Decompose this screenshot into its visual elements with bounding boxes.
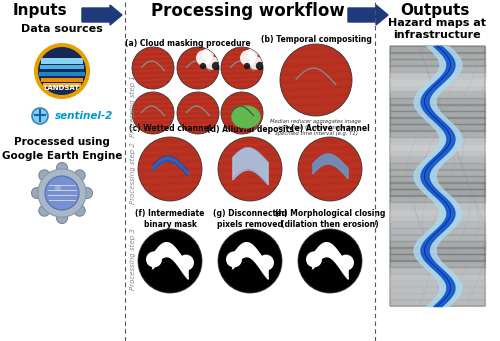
Circle shape — [177, 47, 219, 89]
Circle shape — [39, 170, 50, 181]
Circle shape — [221, 92, 263, 134]
Circle shape — [132, 47, 174, 89]
Text: Processing step 1: Processing step 1 — [130, 75, 136, 137]
Text: Processed using
Google Earth Engine: Processed using Google Earth Engine — [2, 137, 122, 161]
Circle shape — [32, 108, 48, 124]
Bar — [41, 78, 83, 82]
FancyArrow shape — [82, 5, 122, 25]
Circle shape — [200, 63, 206, 69]
Bar — [44, 83, 80, 87]
Circle shape — [250, 56, 262, 70]
Text: (b) Temporal compositing: (b) Temporal compositing — [260, 35, 372, 44]
Text: (c) Wetted channel: (c) Wetted channel — [129, 124, 211, 133]
Text: (a) Cloud masking procedure: (a) Cloud masking procedure — [125, 39, 251, 47]
Circle shape — [338, 255, 354, 271]
FancyBboxPatch shape — [390, 46, 485, 306]
Circle shape — [32, 188, 42, 198]
Bar — [40, 65, 84, 69]
Circle shape — [74, 170, 85, 181]
Circle shape — [138, 229, 202, 293]
Text: Inputs: Inputs — [12, 3, 68, 18]
Circle shape — [34, 43, 90, 99]
Text: Hazard maps at
infrastructure: Hazard maps at infrastructure — [388, 18, 486, 40]
Circle shape — [82, 188, 92, 198]
Text: (e) Active channel: (e) Active channel — [290, 124, 370, 133]
Text: Median reducer aggregates image
collection to single image for
specified time in: Median reducer aggregates image collecti… — [270, 119, 362, 136]
Circle shape — [132, 92, 174, 134]
Text: Processing step 2: Processing step 2 — [130, 142, 136, 204]
Text: Processing workflow: Processing workflow — [151, 2, 345, 20]
Circle shape — [56, 212, 68, 223]
Circle shape — [39, 205, 50, 216]
Text: (g) Disconnected
pixels removed: (g) Disconnected pixels removed — [213, 209, 287, 229]
Circle shape — [212, 62, 220, 70]
Circle shape — [196, 50, 212, 66]
Text: (d) Alluvial deposits: (d) Alluvial deposits — [206, 124, 294, 133]
Circle shape — [226, 251, 242, 267]
Circle shape — [280, 44, 352, 116]
Bar — [42, 58, 82, 64]
Circle shape — [178, 255, 194, 271]
Text: Outputs: Outputs — [400, 3, 469, 18]
Circle shape — [38, 47, 86, 95]
FancyArrow shape — [348, 5, 388, 25]
Text: sentinel-2: sentinel-2 — [55, 111, 114, 121]
Ellipse shape — [54, 186, 62, 191]
Circle shape — [244, 63, 250, 69]
Circle shape — [202, 48, 214, 60]
Text: (h) Morphological closing
(dilation then erosion): (h) Morphological closing (dilation then… — [275, 209, 385, 229]
Text: (f) Intermediate
binary mask: (f) Intermediate binary mask — [136, 209, 204, 229]
Circle shape — [38, 169, 86, 217]
Circle shape — [306, 251, 322, 267]
Circle shape — [258, 255, 274, 271]
Circle shape — [218, 137, 282, 201]
Circle shape — [138, 137, 202, 201]
Circle shape — [146, 251, 162, 267]
Circle shape — [56, 163, 68, 174]
Ellipse shape — [232, 105, 260, 129]
Bar — [40, 72, 84, 76]
Circle shape — [45, 176, 79, 210]
Circle shape — [177, 92, 219, 134]
Circle shape — [240, 50, 256, 66]
Circle shape — [256, 62, 264, 70]
Circle shape — [206, 56, 218, 70]
Text: LANDSAT: LANDSAT — [44, 85, 80, 91]
Circle shape — [298, 229, 362, 293]
Text: Processing step 3: Processing step 3 — [130, 228, 136, 290]
Circle shape — [246, 48, 258, 60]
Circle shape — [221, 47, 263, 89]
Text: Data sources: Data sources — [21, 24, 103, 34]
Circle shape — [74, 205, 85, 216]
Circle shape — [218, 229, 282, 293]
Circle shape — [298, 137, 362, 201]
